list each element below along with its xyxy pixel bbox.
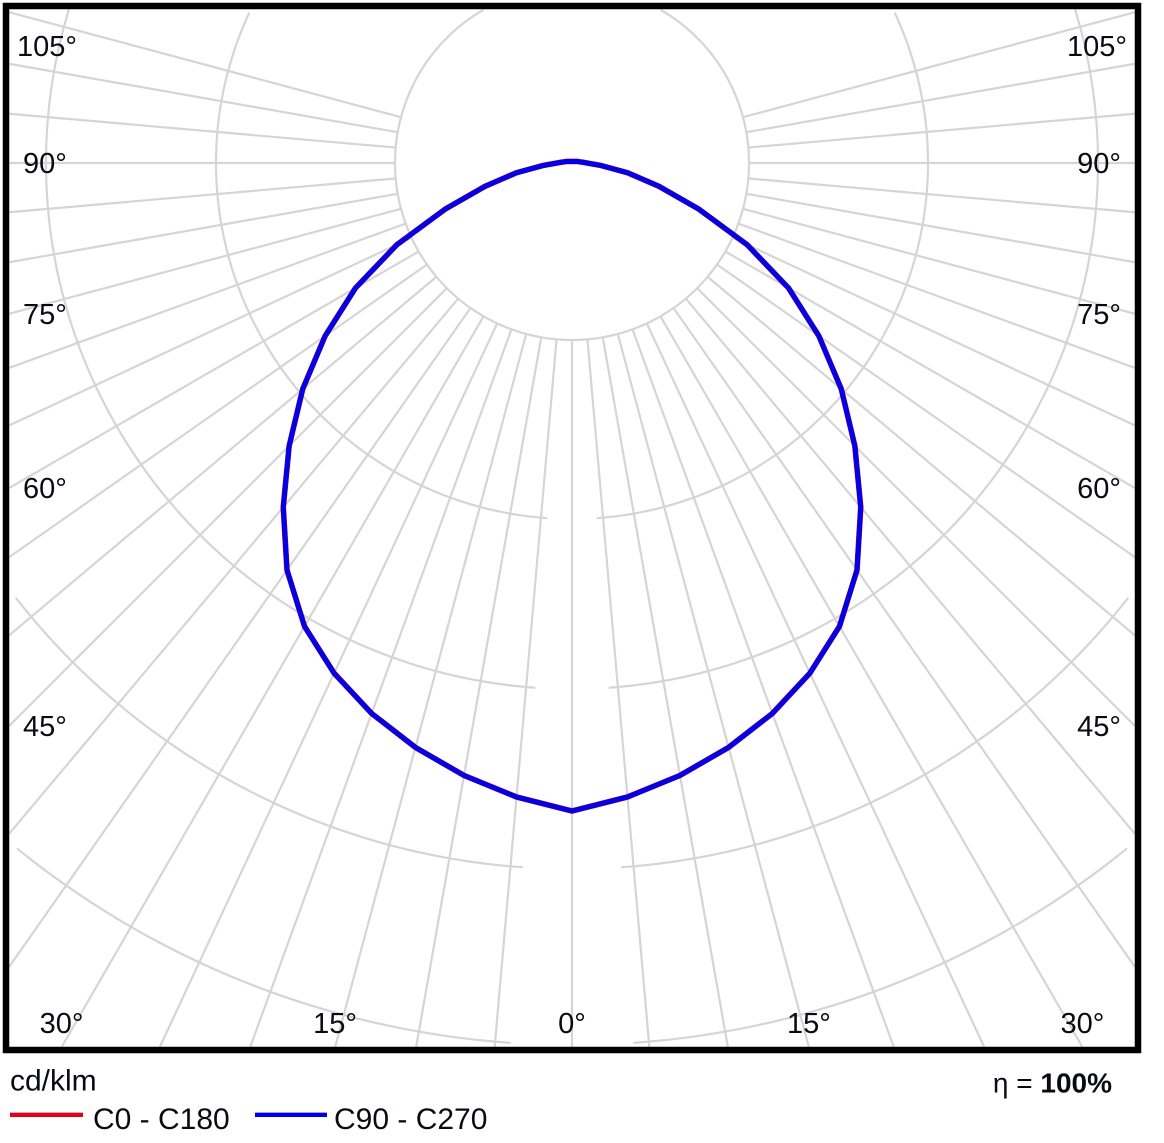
svg-text:60°: 60° <box>23 473 67 505</box>
svg-text:cd/klm: cd/klm <box>10 1065 97 1098</box>
svg-text:60°: 60° <box>1077 473 1121 505</box>
svg-text:0°: 0° <box>558 1008 586 1040</box>
svg-text:90°: 90° <box>23 148 67 180</box>
svg-text:η = 100%: η = 100% <box>993 1068 1112 1099</box>
svg-text:75°: 75° <box>1077 299 1121 331</box>
svg-text:C0 - C180: C0 - C180 <box>93 1103 230 1136</box>
svg-text:45°: 45° <box>1077 711 1121 743</box>
svg-text:30°: 30° <box>40 1008 84 1040</box>
svg-text:105°: 105° <box>1067 31 1127 63</box>
svg-text:30°: 30° <box>1060 1008 1104 1040</box>
svg-text:75°: 75° <box>23 299 67 331</box>
svg-text:C90 - C270: C90 - C270 <box>334 1103 487 1136</box>
svg-text:45°: 45° <box>23 711 67 743</box>
svg-text:105°: 105° <box>17 31 77 63</box>
svg-text:15°: 15° <box>787 1008 831 1040</box>
svg-text:90°: 90° <box>1077 148 1121 180</box>
svg-text:15°: 15° <box>313 1008 357 1040</box>
